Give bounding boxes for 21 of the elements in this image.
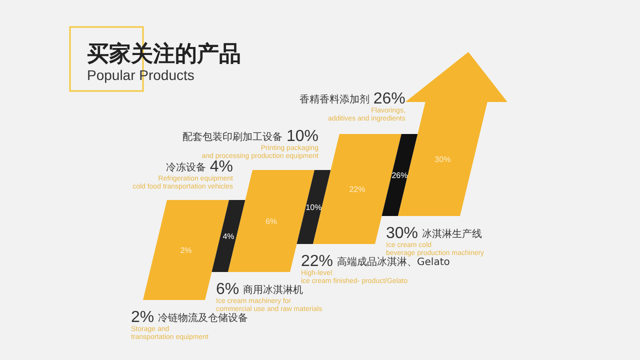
data-label: 22% — [301, 253, 334, 270]
text: 30% — [434, 155, 451, 164]
text: 6% — [265, 217, 278, 226]
text: 2% — [180, 246, 192, 255]
category-label: 商用冰淇淋机 — [243, 284, 304, 296]
text: 4% — [222, 232, 234, 241]
data-label: 26% — [373, 90, 406, 108]
data-label: 30% — [386, 225, 418, 242]
data-label: 10% — [286, 128, 318, 145]
category-label: 高端成品冰淇淋、Gelato — [337, 256, 450, 268]
text: 10% — [306, 203, 322, 212]
data-label: 2% — [131, 309, 154, 326]
category-label: 配套包装印刷加工设备 — [182, 131, 282, 143]
category-label: 冷链物流及仓储设备 — [158, 312, 248, 324]
text: 26% — [392, 171, 408, 180]
category-label: 冰淇淋生产线 — [422, 228, 482, 240]
data-label: 6% — [216, 281, 240, 298]
category-label: 香精香料添加剂 — [299, 93, 370, 106]
category-label: 冷冻设备 — [166, 162, 206, 174]
text: 22% — [349, 185, 366, 194]
data-label: 4% — [210, 158, 233, 176]
